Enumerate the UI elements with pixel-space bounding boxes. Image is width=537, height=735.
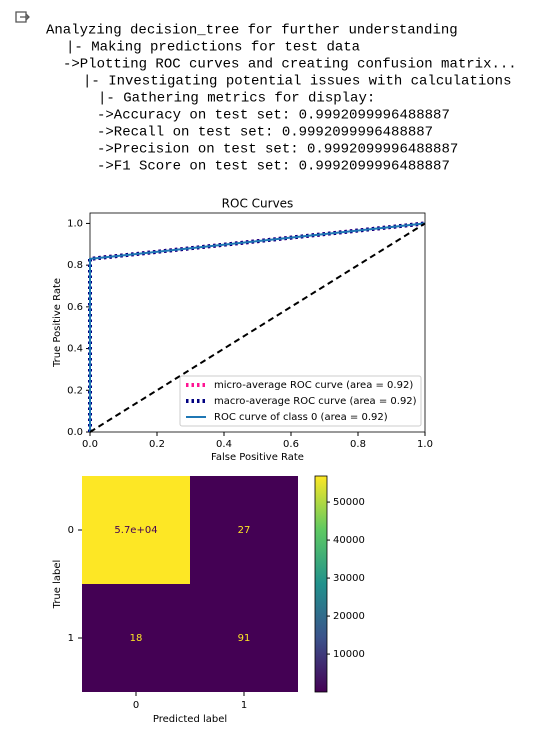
x-tick-label: 1.0 — [417, 439, 433, 450]
y-tick-label: 0.8 — [67, 260, 83, 271]
y-tick-label: 0.0 — [67, 427, 83, 438]
x-axis-label: False Positive Rate — [211, 452, 304, 463]
log-line: ->Precision on test set: 0.9992099996488… — [97, 142, 458, 158]
y-axis-label: True Positive Rate — [52, 278, 63, 368]
chart-title: ROC Curves — [222, 197, 294, 211]
matrix-cell — [190, 476, 298, 584]
cell-label: 5.7e+04 — [114, 525, 157, 536]
cell-label: 91 — [238, 633, 251, 644]
colorbar-tick-label: 20000 — [333, 611, 365, 622]
log-line: Analyzing decision_tree for further unde… — [46, 23, 458, 39]
log-line: ->Recall on test set: 0.9992099996488887 — [97, 125, 433, 141]
cell-label: 27 — [238, 525, 251, 536]
cell-label: 18 — [130, 633, 143, 644]
matrix-cell — [190, 584, 298, 692]
y-tick-label: 1 — [68, 633, 74, 644]
x-tick-label: 0.8 — [350, 439, 366, 450]
x-tick-label: 0 — [133, 700, 139, 711]
log-line: |- Investigating potential issues with c… — [83, 74, 511, 90]
legend-box — [179, 375, 422, 427]
colorbar — [314, 475, 328, 693]
reference-line — [89, 222, 426, 433]
roc-curve — [89, 222, 426, 432]
output-icon[interactable] — [15, 11, 30, 23]
y-tick-label: 0.4 — [67, 344, 83, 355]
x-axis-label: Predicted label — [153, 714, 227, 725]
y-tick-label: 0.2 — [67, 385, 83, 396]
x-tick-label: 1 — [241, 700, 247, 711]
y-tick-label: 1.0 — [67, 218, 83, 229]
y-axis-label: True label — [52, 560, 63, 610]
log-line: |- Making predictions for test data — [66, 40, 360, 56]
legend-label: micro-average ROC curve (area = 0.92) — [214, 380, 413, 391]
colorbar-tick-label: 30000 — [333, 573, 365, 584]
legend-label: macro-average ROC curve (area = 0.92) — [214, 396, 417, 407]
legend-label: ROC curve of class 0 (area = 0.92) — [214, 412, 388, 423]
y-tick-label: 0.6 — [67, 302, 83, 313]
y-tick-label: 0 — [68, 525, 74, 536]
log-line: ->F1 Score on test set: 0.99920999964888… — [97, 159, 450, 175]
x-tick-label: 0.6 — [283, 439, 299, 450]
log-line: ->Accuracy on test set: 0.99920999964888… — [97, 108, 450, 124]
x-tick-label: 0.0 — [82, 439, 98, 450]
matrix-cell — [82, 476, 190, 584]
log-line: |- Gathering metrics for display: — [98, 91, 375, 107]
log-line: ->Plotting ROC curves and creating confu… — [63, 57, 517, 73]
matrix-cell — [82, 584, 190, 692]
colorbar-tick-label: 10000 — [333, 649, 365, 660]
colorbar-tick-label: 40000 — [333, 535, 365, 546]
x-tick-label: 0.4 — [216, 439, 232, 450]
x-tick-label: 0.2 — [149, 439, 165, 450]
colorbar-tick-label: 50000 — [333, 497, 365, 508]
